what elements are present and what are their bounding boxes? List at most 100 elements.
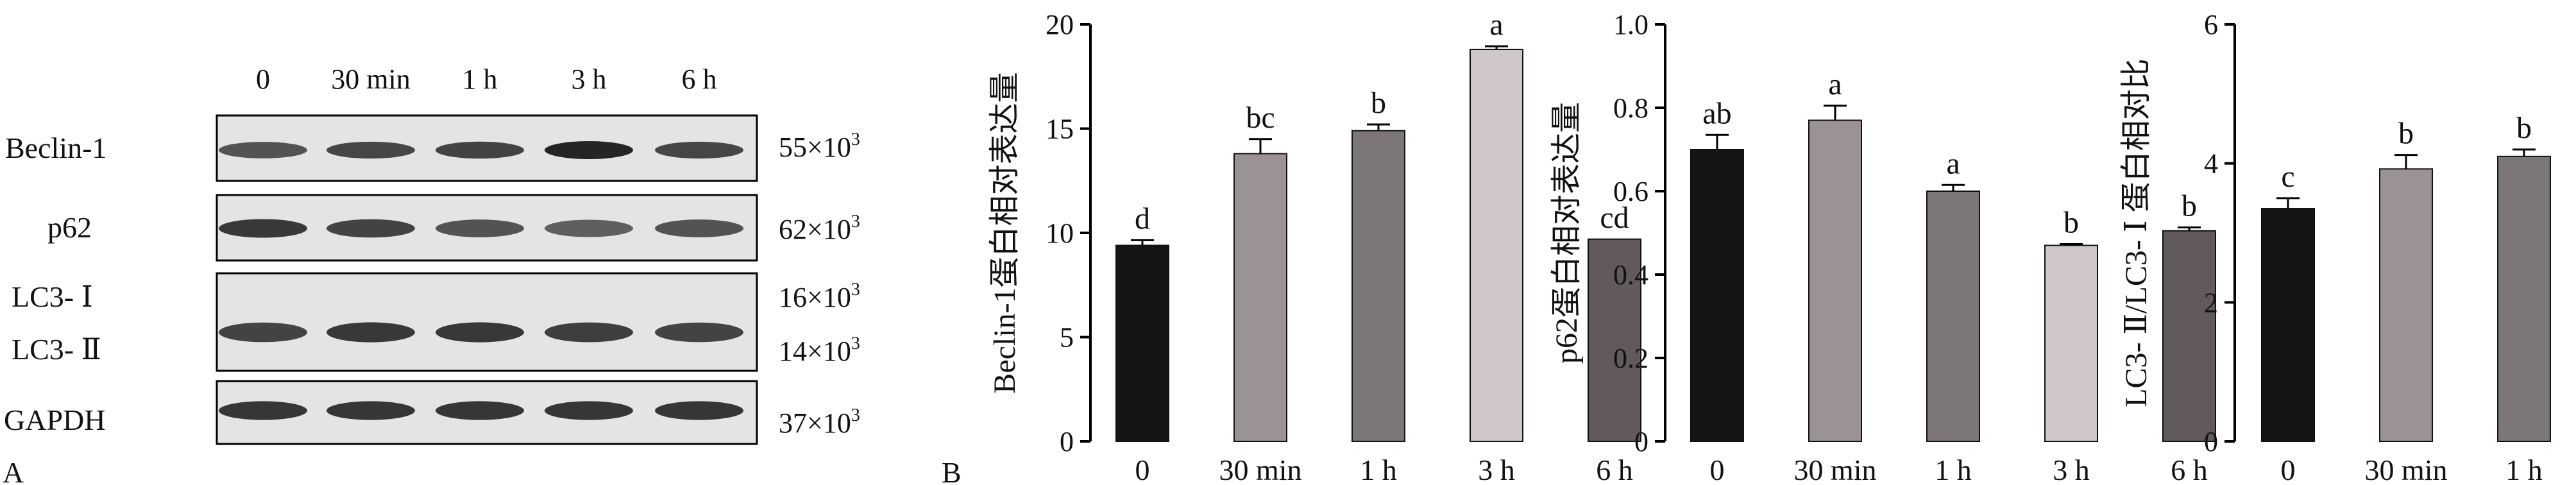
significance-letter: cd (1600, 201, 1629, 235)
y-tick-label: 0.2 (1613, 343, 1648, 374)
significance-letter: d (1135, 201, 1150, 235)
blot-band (655, 401, 743, 420)
significance-letter: c (2281, 160, 2294, 194)
y-tick-label: 0.4 (1613, 259, 1648, 291)
bar (2044, 244, 2098, 442)
panel-label-b: B (942, 456, 962, 485)
x-tick-label: 30 min (1219, 454, 1301, 485)
significance-letter: a (1946, 146, 1960, 180)
significance-letter: b (2398, 117, 2414, 151)
bar (2162, 230, 2216, 442)
x-tick-label: 3 h (2053, 454, 2090, 485)
blot-band (326, 141, 415, 159)
blot-band (219, 401, 307, 420)
y-tick-label: 0 (2204, 426, 2218, 457)
y-axis-label: p62蛋白相对表达量 (1550, 102, 1584, 364)
x-tick-label: 6 h (2171, 454, 2208, 485)
significance-letter: b (2063, 206, 2079, 240)
bar (2261, 208, 2315, 442)
blot-band (326, 219, 415, 238)
lane-label: 0 (256, 64, 270, 95)
x-tick-label: 30 min (2364, 454, 2447, 485)
bar (2497, 155, 2551, 442)
western-blot: 0 30 min 1 h 3 h 6 h Beclin-1 p62 LC3- Ⅰ… (4, 64, 860, 445)
x-tick-label: 1 h (2505, 454, 2543, 485)
y-tick-label: 6 (2204, 9, 2218, 40)
blot-band (219, 142, 307, 158)
y-tick-label: 1.0 (1613, 9, 1648, 40)
significance-letter: b (2516, 111, 2532, 145)
lane-label: 30 min (331, 64, 410, 95)
blot-strips (216, 114, 758, 445)
y-axis-label: LC3- Ⅱ/LC3- Ⅰ 蛋白相对比 (2119, 58, 2153, 407)
blot-band (655, 219, 743, 237)
p62-bar-chart: 0 0.2 0.4 0.6 0.8 1.0 p62蛋白相对表达量 ab 0 a 30 min a 1 h… (1550, 9, 2216, 485)
x-tick-label: 0 (1135, 454, 1150, 485)
y-tick-label: 2 (2204, 287, 2218, 318)
mw-label-beclin1: 55×103 (779, 130, 860, 163)
y-tick-label: 0.8 (1613, 92, 1648, 124)
mw-label-p62: 62×103 (779, 212, 860, 245)
y-tick-label: 0.6 (1613, 176, 1648, 207)
x-tick-label: 6 h (1596, 454, 1633, 485)
y-axis-label: Beclin-1蛋白相对表达量 (988, 72, 1022, 393)
mw-label-gapdh: 37×103 (779, 405, 860, 439)
blot-band (545, 140, 633, 160)
blot-band (326, 322, 415, 343)
bar (1690, 149, 1744, 442)
significance-letter: ab (1702, 96, 1731, 130)
y-tick-label: 15 (1046, 114, 1074, 145)
y-tick-label: 0 (1634, 426, 1648, 457)
x-tick-label: 1 h (1360, 454, 1397, 485)
bar (1588, 238, 1641, 442)
blot-band (436, 322, 524, 343)
significance-letter: b (2182, 189, 2197, 223)
bar (2379, 168, 2433, 442)
y-tick-label: 0 (1060, 426, 1074, 457)
significance-letter: bc (1246, 101, 1275, 135)
blot-band (655, 322, 743, 343)
bar (1470, 49, 1523, 442)
mw-label-lc3-2: 14×103 (779, 334, 860, 367)
blot-band (326, 401, 415, 420)
significance-letter: a (1828, 67, 1842, 101)
blot-strip (216, 272, 758, 372)
y-tick-label: 5 (1060, 322, 1074, 353)
blot-row-label-lc3-2: LC3- Ⅱ (12, 333, 101, 366)
blot-band (545, 401, 633, 420)
lane-label: 6 h (682, 64, 717, 95)
x-tick-label: 3 h (1478, 454, 1515, 485)
significance-letter: a (1489, 8, 1503, 42)
y-tick-label: 4 (2204, 148, 2218, 180)
lane-label: 3 h (572, 64, 607, 95)
blot-band (545, 322, 633, 343)
bar (1808, 119, 1862, 442)
mw-label-lc3-1: 16×103 (779, 280, 860, 313)
bar (1926, 191, 1980, 442)
x-tick-label: 1 h (1935, 454, 1972, 485)
x-tick-label: 0 (1710, 454, 1725, 485)
bar (1233, 153, 1287, 442)
blot-row-label-gapdh: GAPDH (4, 404, 105, 436)
x-tick-label: 30 min (1793, 454, 1876, 485)
lane-labels: 0 30 min 1 h 3 h 6 h (256, 64, 717, 95)
blot-band (219, 322, 307, 343)
lane-label: 1 h (462, 64, 498, 95)
blot-band (436, 401, 524, 420)
blot-row-label-beclin1: Beclin-1 (5, 132, 106, 164)
blot-band (655, 141, 743, 159)
bar (1352, 130, 1405, 442)
blot-row-label-p62: p62 (47, 211, 92, 244)
bar (1115, 244, 1169, 442)
y-tick-label: 10 (1046, 217, 1074, 249)
blot-band (436, 219, 524, 237)
panel-label-a: A (3, 456, 24, 485)
x-tick-label: 0 (2281, 454, 2296, 485)
significance-letter: b (1371, 86, 1386, 120)
blot-band (219, 219, 307, 238)
blot-band (436, 141, 524, 159)
beclin1-bar-chart: 0 5 10 15 20 Beclin-1蛋白相对表达量 d 0 bc 30 min b 1 h a 3 … (988, 8, 1641, 485)
blot-row-label-lc3-1: LC3- Ⅰ (12, 280, 93, 313)
